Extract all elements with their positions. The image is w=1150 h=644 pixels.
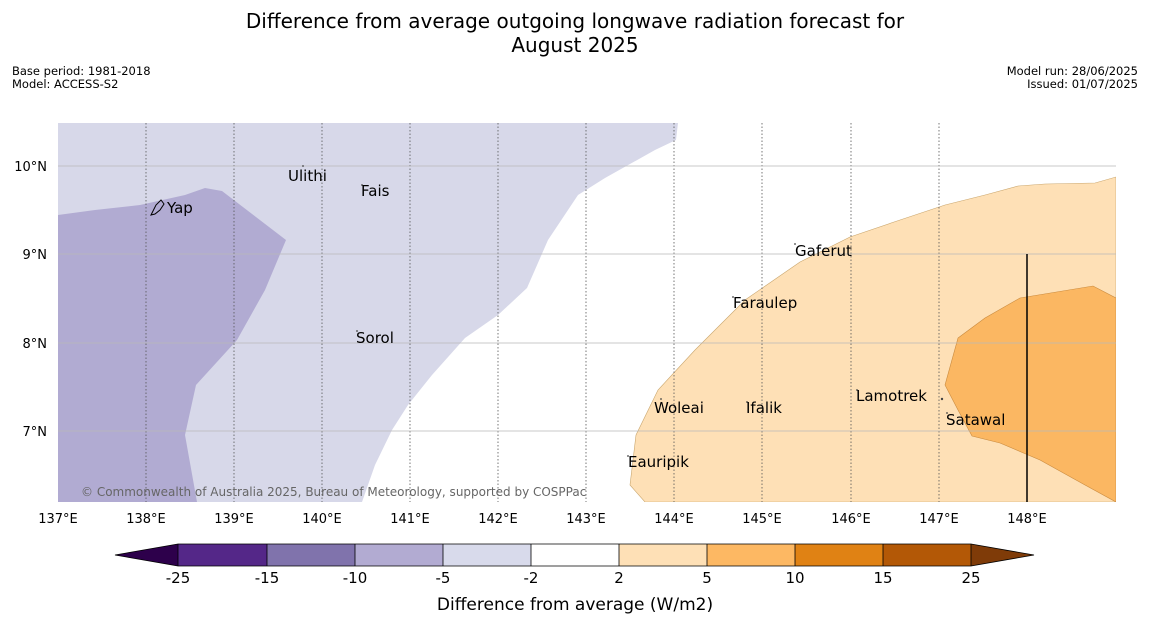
colorbar-segment [531, 544, 619, 566]
lat-tick-label: 7°N [23, 425, 48, 440]
lon-tick-label: 147°E [919, 512, 959, 527]
lon-tick-label: 139°E [214, 512, 254, 527]
region-pos-5-to-10 [944, 285, 1116, 502]
colorbar-tick-label: -15 [255, 569, 280, 587]
copyright-text: © Commonwealth of Australia 2025, Bureau… [81, 485, 586, 499]
place-label-ifalik: Ifalik [746, 399, 782, 417]
colorbar-label: Difference from average (W/m2) [437, 595, 713, 615]
map-area: Yap Ulithi Fais Sorol Gaferut Faraulep W… [58, 123, 1116, 502]
lat-tick-label: 10°N [14, 160, 47, 175]
colorbar-extend-low [115, 544, 178, 566]
lon-tick-label: 138°E [126, 512, 166, 527]
colorbar-ticks: -25 -15 -10 -5 -2 2 5 10 15 25 [166, 569, 981, 587]
lon-tick-label: 148°E [1007, 512, 1047, 527]
colorbar-segment [883, 544, 971, 566]
chart-title: Difference from average outgoing longwav… [0, 9, 1150, 57]
colorbar-tick-label: 5 [702, 569, 712, 587]
place-label-fais: Fais [361, 182, 390, 200]
colorbar-segment [267, 544, 355, 566]
colorbar-segment [443, 544, 531, 566]
title-line-2: August 2025 [511, 33, 639, 57]
lon-tick-label: 142°E [478, 512, 518, 527]
place-label-sorol: Sorol [356, 329, 394, 347]
colorbar-extend-high [971, 544, 1034, 566]
lon-tick-label: 144°E [654, 512, 694, 527]
colorbar-segment [619, 544, 707, 566]
place-label-eauripik: Eauripik [628, 453, 689, 471]
place-label-faraulep: Faraulep [733, 294, 797, 312]
colorbar-tick-label: 25 [961, 569, 980, 587]
issued-text: Issued: 01/07/2025 [1027, 77, 1138, 91]
island-dots [302, 165, 948, 457]
colorbar-segment [355, 544, 443, 566]
colorbar-tick-label: -5 [436, 569, 451, 587]
meridian-lines [145, 123, 940, 502]
colorbar-tick-label: 15 [873, 569, 892, 587]
title-line-1: Difference from average outgoing longwav… [245, 9, 905, 33]
base-period-text: Base period: 1981-2018 [12, 64, 151, 78]
region-neg-10-to-5 [58, 188, 286, 502]
lon-tick-label: 137°E [38, 512, 78, 527]
model-text: Model: ACCESS-S2 [12, 77, 119, 91]
colorbar-segment [178, 544, 267, 566]
place-label-gaferut: Gaferut [795, 242, 852, 260]
colorbar-tick-label: 2 [614, 569, 624, 587]
colorbar-dividers [177, 544, 972, 566]
meta-right: Model run: 28/06/2025 Issued: 01/07/2025 [1007, 65, 1138, 91]
lat-tick-label: 8°N [23, 337, 48, 352]
lon-tick-label: 145°E [742, 512, 782, 527]
colorbar-segment [795, 544, 883, 566]
parallel-lines [58, 165, 1116, 432]
colorbar: -25 -15 -10 -5 -2 2 5 10 15 25 Differenc… [114, 543, 1035, 615]
lon-tick-label: 146°E [831, 512, 871, 527]
place-label-satawal: Satawal [946, 411, 1005, 429]
yap-island-shape [150, 199, 165, 216]
meta-left: Base period: 1981-2018 Model: ACCESS-S2 [12, 65, 151, 91]
lon-tick-label: 140°E [302, 512, 342, 527]
place-label-woleai: Woleai [654, 399, 704, 417]
colorbar-tick-label: -10 [343, 569, 368, 587]
colorbar-segment [707, 544, 795, 566]
lon-tick-label: 143°E [566, 512, 606, 527]
place-label-yap: Yap [166, 199, 193, 217]
colorbar-tick-label: -25 [166, 569, 191, 587]
colorbar-tick-label: 10 [785, 569, 804, 587]
lon-tick-label: 141°E [390, 512, 430, 527]
lon-tick-labels: 137°E 138°E 139°E 140°E 141°E 142°E 143°… [38, 512, 1047, 527]
place-label-ulithi: Ulithi [288, 167, 327, 185]
place-label-lamotrek: Lamotrek [856, 387, 927, 405]
colorbar-tick-label: -2 [524, 569, 539, 587]
model-run-text: Model run: 28/06/2025 [1006, 64, 1138, 78]
lat-tick-labels: 10°N 9°N 8°N 7°N [14, 160, 47, 440]
lat-tick-label: 9°N [23, 248, 48, 263]
